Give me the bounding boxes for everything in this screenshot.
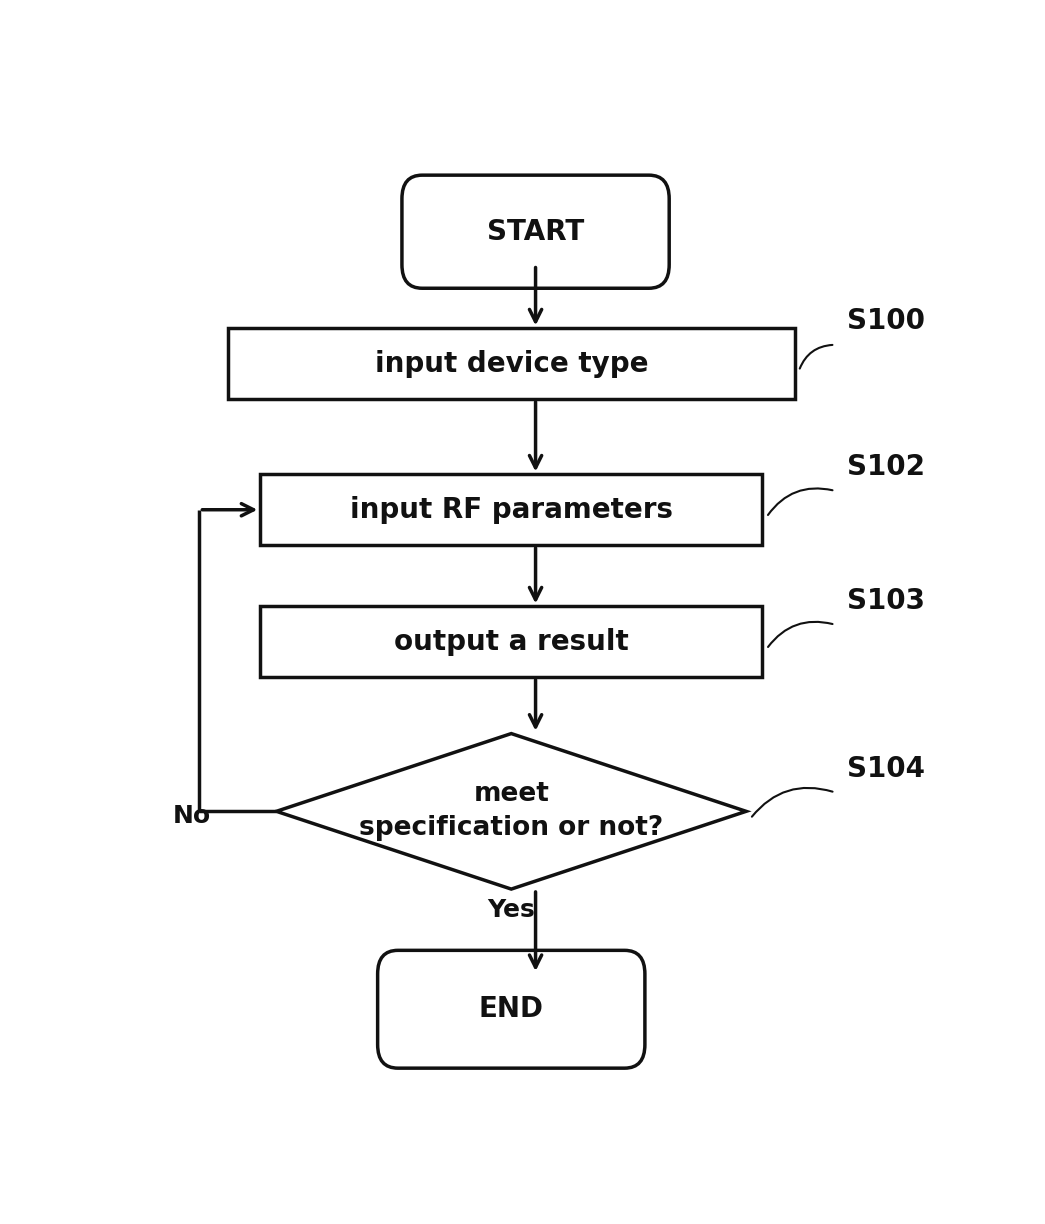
Text: S104: S104 [847, 755, 926, 783]
Bar [260, 606, 763, 677]
FancyBboxPatch shape [377, 950, 645, 1069]
Text: END: END [479, 995, 543, 1023]
Text: output a result: output a result [394, 628, 629, 656]
Text: S100: S100 [847, 307, 926, 335]
Text: input device type: input device type [374, 350, 648, 378]
Text: Yes: Yes [487, 898, 535, 923]
Bar [260, 475, 763, 545]
FancyBboxPatch shape [402, 175, 669, 288]
Text: No: No [172, 804, 210, 829]
Bar [228, 328, 794, 399]
Text: S102: S102 [847, 453, 926, 481]
Text: START: START [487, 218, 584, 246]
Polygon shape [276, 733, 746, 889]
Text: input RF parameters: input RF parameters [350, 496, 673, 524]
Text: meet
specification or not?: meet specification or not? [359, 781, 664, 841]
Text: S103: S103 [847, 588, 926, 616]
